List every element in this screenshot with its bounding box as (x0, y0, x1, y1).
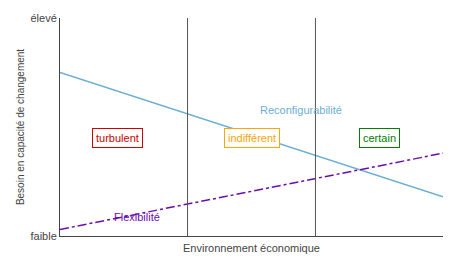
svg-text:certain: certain (363, 132, 396, 144)
svg-text:Besoin en capacité de changeme: Besoin en capacité de changement (15, 49, 26, 205)
svg-text:faible: faible (31, 230, 57, 242)
svg-text:Environnement économique: Environnement économique (183, 242, 320, 254)
svg-text:turbulent: turbulent (96, 132, 139, 144)
svg-text:indifférent: indifférent (228, 132, 276, 144)
svg-text:Flexibilité: Flexibilité (114, 211, 160, 223)
svg-text:Reconfigurabilité: Reconfigurabilité (260, 104, 342, 116)
svg-text:élevé: élevé (31, 12, 57, 24)
